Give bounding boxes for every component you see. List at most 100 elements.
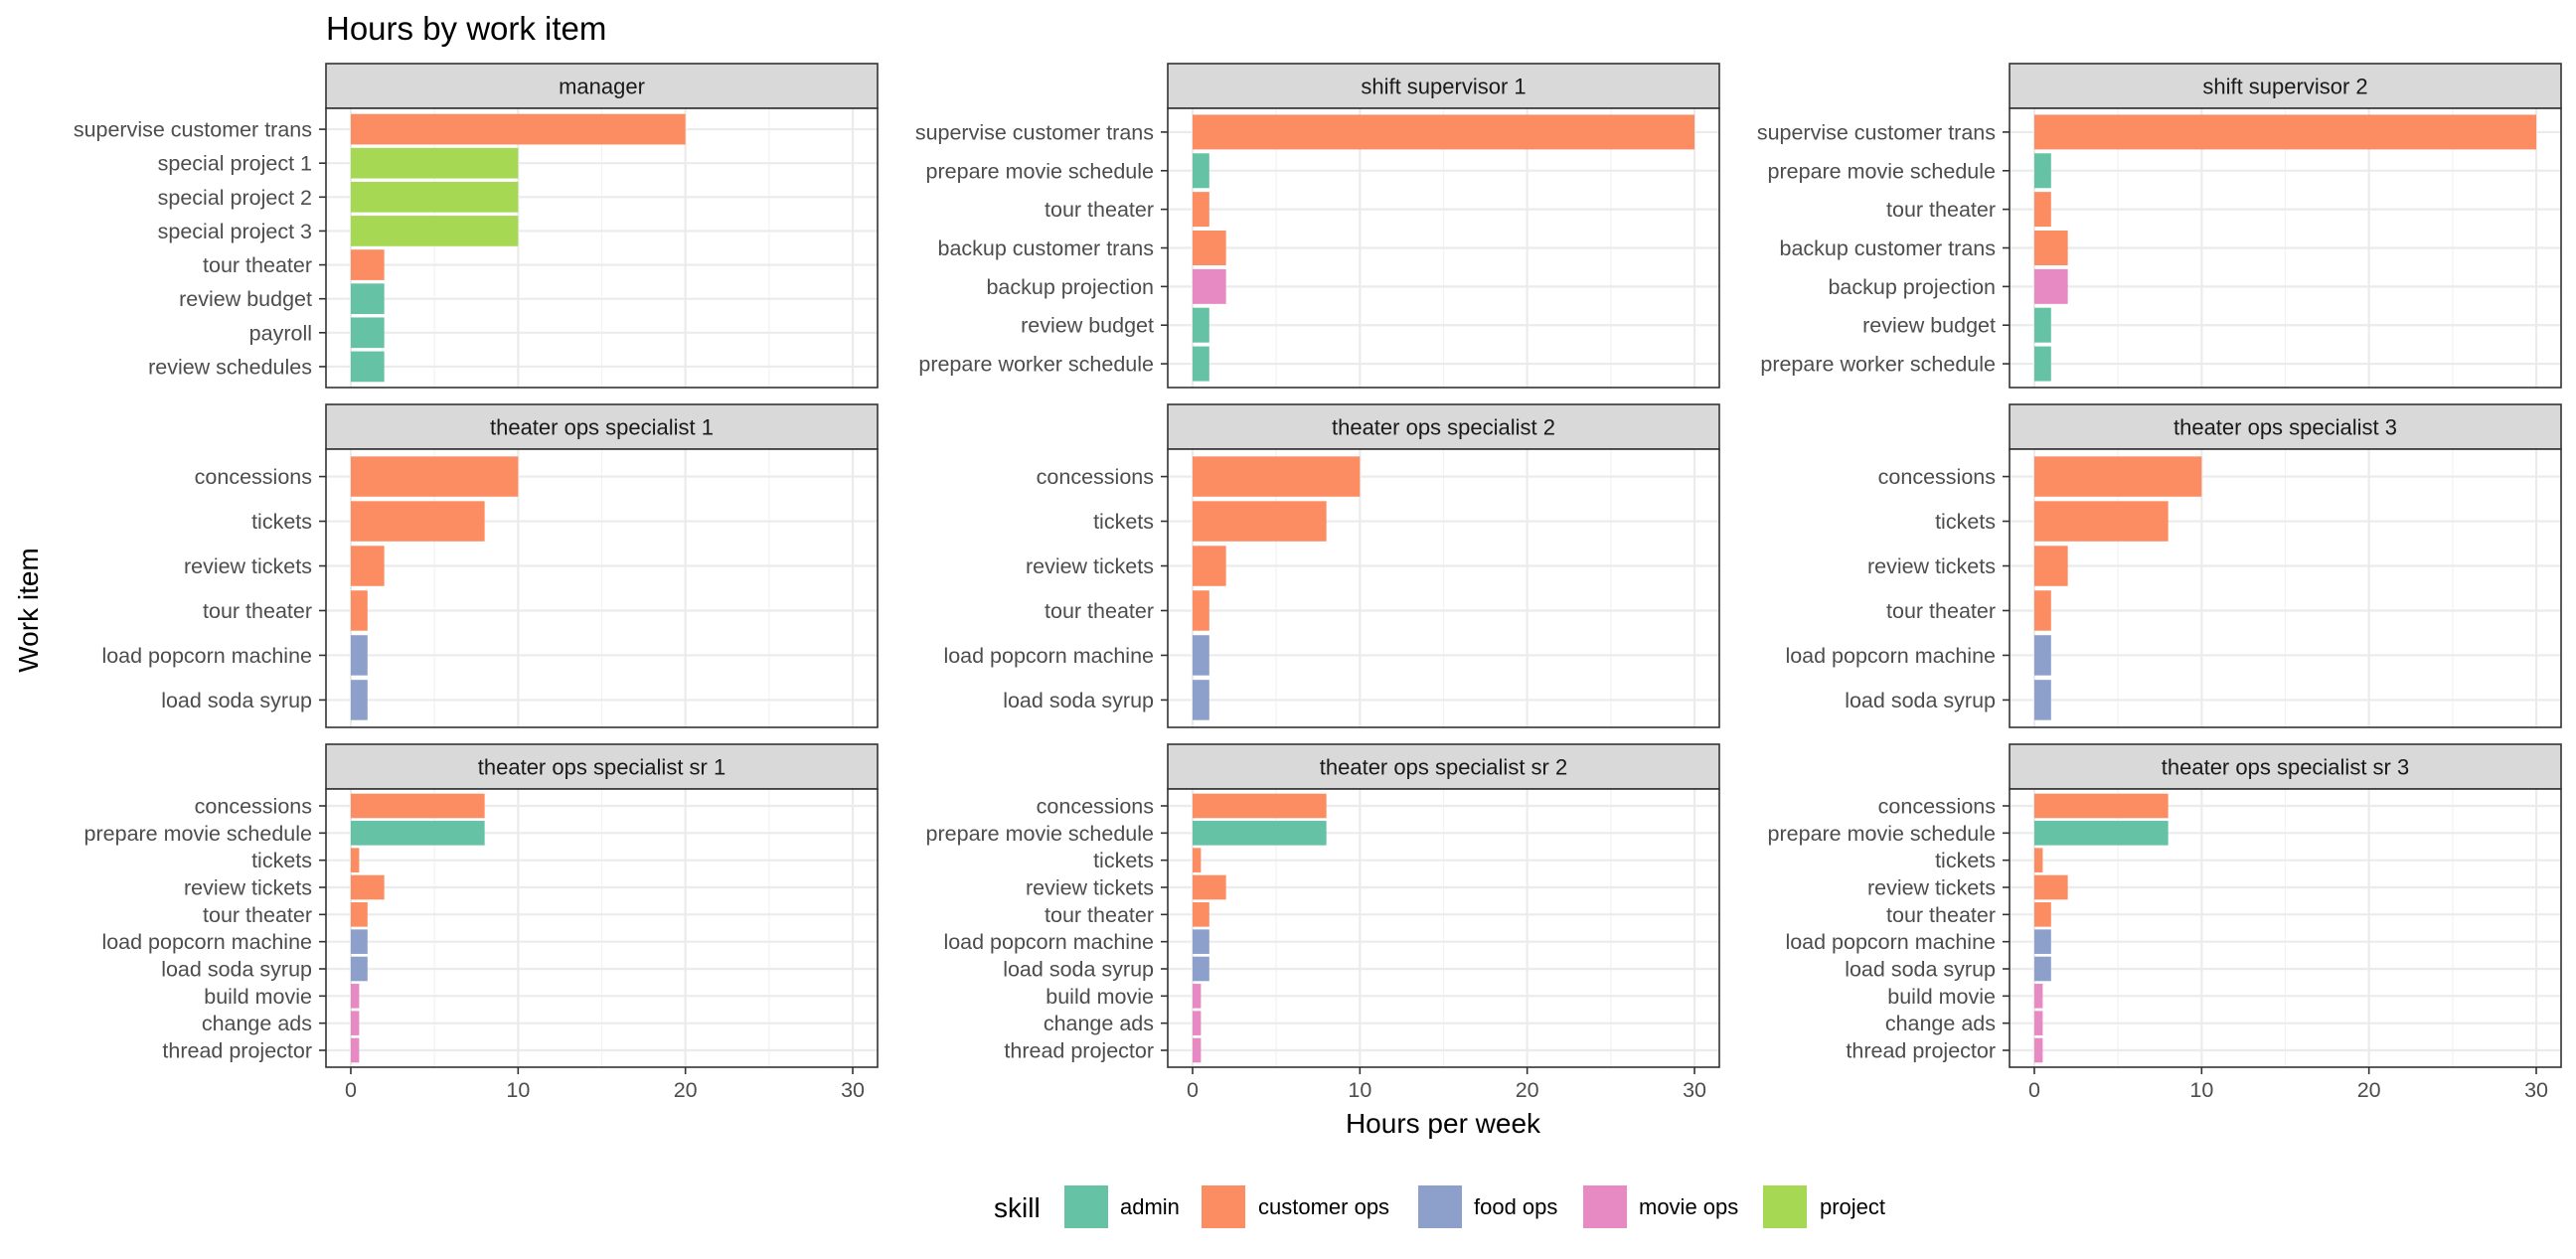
bar (350, 317, 385, 349)
facet-title: theater ops specialist 3 (2174, 415, 2397, 440)
facet-panel: theater ops specialist 1 concessions ticke… (101, 403, 879, 728)
bar (1192, 1037, 1202, 1063)
panel-border (1167, 448, 1720, 728)
facet-strip (2009, 743, 2562, 790)
y-tick-label: prepare movie schedule (1768, 159, 1996, 183)
legend-item: customer ops (1202, 1185, 1389, 1228)
bar (2033, 848, 2043, 872)
bar (1192, 346, 1209, 382)
y-tick-label: tour theater (203, 599, 312, 623)
y-tick-label: tickets (251, 510, 312, 534)
facet-title: shift supervisor 1 (1361, 75, 1526, 99)
y-tick-label: load popcorn machine (943, 644, 1154, 668)
y-tick-label: tour theater (1045, 198, 1154, 222)
bar (2033, 590, 2051, 631)
x-tick-label: 30 (1683, 1078, 1706, 1102)
y-tick-label: build movie (1887, 985, 1996, 1009)
x-tick-label: 30 (2524, 1078, 2548, 1102)
facet-strip (2009, 403, 2562, 450)
facet-panel: shift supervisor 2 supervise customer tra… (1757, 63, 2562, 389)
y-tick-label: review budget (1021, 314, 1154, 338)
bar (1192, 984, 1202, 1009)
y-tick-label: backup projection (1828, 275, 1996, 299)
y-tick-label: load soda syrup (1845, 689, 1996, 712)
y-tick-label: review tickets (1867, 554, 1996, 578)
bar (2033, 268, 2068, 304)
y-tick-label: thread projector (1004, 1039, 1154, 1063)
facet-strip (2009, 63, 2562, 109)
facet-panel: theater ops specialist sr 3 concessions pr… (1768, 743, 2562, 1102)
bar (350, 635, 368, 676)
facet-strip (1167, 403, 1720, 450)
bar (2033, 153, 2051, 189)
bar (350, 590, 368, 631)
y-tick-label: load popcorn machine (943, 930, 1154, 954)
y-tick-label: review tickets (1026, 554, 1154, 578)
facet-strip (1167, 63, 1720, 109)
y-tick-label: prepare movie schedule (1768, 822, 1996, 846)
legend-title: skill (994, 1192, 1041, 1223)
y-tick-label: special project 2 (158, 186, 312, 210)
bar (1192, 929, 1209, 954)
y-tick-label: prepare movie schedule (84, 822, 312, 846)
bar (1192, 307, 1209, 343)
bar (350, 283, 385, 315)
bar (350, 929, 368, 954)
y-tick-label: tour theater (1045, 903, 1154, 927)
y-tick-label: backup customer trans (938, 236, 1155, 260)
y-tick-label: payroll (249, 321, 312, 345)
y-tick-label: review schedules (148, 355, 312, 379)
y-tick-label: tour theater (1886, 599, 1996, 623)
bar (1192, 456, 1361, 497)
y-tick-label: build movie (1046, 985, 1154, 1009)
y-tick-label: concessions (1037, 795, 1154, 819)
bar (350, 546, 385, 586)
panel-border (325, 107, 879, 389)
y-tick-label: tour theater (203, 253, 312, 277)
panel-border (2009, 448, 2562, 728)
bar (1192, 821, 1327, 846)
legend-label: project (1820, 1194, 1885, 1219)
legend: skill admin customer ops food ops movie ops… (994, 1185, 1885, 1228)
bar (1192, 231, 1226, 265)
bar (1192, 793, 1327, 819)
x-tick-label: 10 (506, 1078, 530, 1102)
y-tick-label: backup projection (986, 275, 1154, 299)
bar (350, 351, 385, 383)
bar (1192, 874, 1226, 900)
legend-item: admin (1064, 1185, 1180, 1228)
bar (1192, 680, 1209, 720)
facet-title: theater ops specialist sr 2 (1320, 755, 1567, 780)
y-tick-label: concessions (1037, 465, 1154, 489)
chart-title: Hours by work item (326, 10, 606, 47)
y-tick-label: tour theater (1886, 198, 1996, 222)
facet-panel: theater ops specialist 2 concessions ticke… (943, 403, 1720, 728)
y-tick-label: load popcorn machine (101, 930, 312, 954)
y-tick-label: load popcorn machine (1785, 644, 1996, 668)
bar (350, 147, 519, 179)
y-tick-label: review budget (179, 287, 312, 311)
bar (1192, 268, 1226, 304)
bar (350, 1037, 360, 1063)
y-tick-label: tickets (251, 849, 312, 872)
y-tick-label: build movie (204, 985, 312, 1009)
bar (2033, 635, 2051, 676)
facet-panel: theater ops specialist 3 concessions ticke… (1785, 403, 2562, 728)
legend-label: food ops (1474, 1194, 1557, 1219)
y-tick-label: load soda syrup (161, 689, 312, 712)
bar (1192, 114, 1695, 150)
y-tick-label: review tickets (1026, 876, 1154, 900)
facet-strip (325, 743, 879, 790)
facet-title: theater ops specialist sr 3 (2162, 755, 2409, 780)
y-tick-label: change ads (1885, 1012, 1996, 1035)
x-tick-label: 0 (2028, 1078, 2040, 1102)
legend-label: customer ops (1258, 1194, 1389, 1219)
y-tick-label: special project 3 (158, 220, 312, 243)
facet-title: shift supervisor 2 (2202, 75, 2367, 99)
bar (1192, 590, 1209, 631)
legend-key (1202, 1185, 1245, 1228)
bar (350, 501, 485, 542)
x-tick-label: 0 (345, 1078, 357, 1102)
y-tick-label: tickets (1935, 849, 1996, 872)
